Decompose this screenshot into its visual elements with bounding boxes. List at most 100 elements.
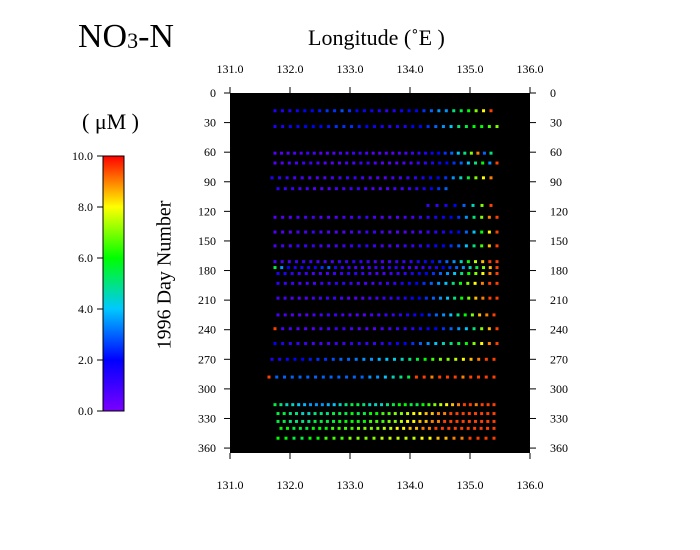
data-point (412, 436, 416, 440)
data-point (461, 266, 465, 270)
data-point (345, 260, 349, 264)
y-tick-label-left: 120 (198, 204, 216, 218)
data-point (448, 266, 452, 270)
x-tick-label-bottom: 134.0 (397, 478, 424, 492)
data-point (403, 244, 407, 248)
data-point (435, 203, 439, 207)
data-point (434, 215, 438, 219)
data-point (461, 375, 465, 379)
chart-title: NO3-N (78, 18, 174, 55)
plot-area (230, 93, 530, 453)
data-point (319, 412, 323, 416)
data-point (323, 260, 327, 264)
data-point (304, 215, 308, 219)
data-point (334, 215, 338, 219)
data-point (338, 151, 342, 155)
data-point (293, 176, 297, 180)
data-point (307, 419, 311, 423)
data-point (356, 426, 360, 430)
data-point (430, 419, 434, 423)
data-point (362, 357, 366, 361)
data-point (396, 296, 400, 300)
data-point (404, 436, 408, 440)
data-point (455, 419, 459, 423)
data-point (426, 327, 430, 331)
data-point (354, 296, 358, 300)
data-point (422, 187, 426, 191)
data-point (292, 436, 296, 440)
y-tick-label-left: 90 (204, 175, 216, 189)
data-point (409, 403, 413, 407)
data-point (495, 271, 499, 275)
data-point (472, 215, 476, 219)
data-point (365, 215, 369, 219)
data-point (285, 403, 289, 407)
data-point (389, 271, 393, 275)
data-point (434, 244, 438, 248)
data-point (495, 215, 499, 219)
data-point (325, 412, 329, 416)
data-point (418, 230, 422, 234)
data-point (350, 230, 354, 234)
data-point (449, 419, 453, 423)
data-point (478, 313, 482, 317)
data-point (431, 260, 435, 264)
data-point (342, 215, 346, 219)
data-point (314, 403, 318, 407)
data-point (297, 271, 301, 275)
data-point (300, 176, 304, 180)
data-point (319, 244, 323, 248)
data-point (436, 176, 440, 180)
data-point (296, 244, 300, 248)
data-point (344, 426, 348, 430)
data-point (332, 403, 336, 407)
data-point (456, 403, 460, 407)
data-point (426, 244, 430, 248)
data-point (486, 412, 490, 416)
data-point (326, 403, 330, 407)
data-point (334, 281, 338, 285)
data-point (426, 230, 430, 234)
data-point (340, 271, 344, 275)
data-point (466, 161, 470, 165)
data-point (418, 342, 422, 346)
data-point (444, 436, 448, 440)
colorbar-tick-label: 10.0 (72, 149, 93, 163)
data-point (395, 327, 399, 331)
data-point (334, 244, 338, 248)
data-point (441, 215, 445, 219)
data-point (302, 161, 306, 165)
data-point (480, 203, 484, 207)
data-point (492, 412, 496, 416)
data-point (385, 109, 389, 113)
data-point (273, 403, 277, 407)
data-point (426, 342, 430, 346)
data-point (486, 419, 490, 423)
data-point (441, 327, 445, 331)
data-point (438, 161, 442, 165)
data-point (495, 260, 499, 264)
data-point (488, 271, 492, 275)
data-point (443, 412, 447, 416)
data-point (474, 176, 478, 180)
data-point (474, 296, 478, 300)
data-point (352, 260, 356, 264)
data-point (452, 436, 456, 440)
data-point (479, 426, 483, 430)
data-point (350, 403, 354, 407)
data-point (495, 296, 499, 300)
data-point (467, 296, 471, 300)
data-point (304, 296, 308, 300)
data-point (275, 375, 279, 379)
data-point (380, 244, 384, 248)
data-point (346, 176, 350, 180)
data-point (293, 151, 297, 155)
data-point (387, 266, 391, 270)
data-point (281, 342, 285, 346)
data-point (444, 176, 448, 180)
data-point (415, 281, 419, 285)
data-point (455, 412, 459, 416)
data-point (296, 327, 300, 331)
data-point (415, 426, 419, 430)
data-point (276, 419, 280, 423)
